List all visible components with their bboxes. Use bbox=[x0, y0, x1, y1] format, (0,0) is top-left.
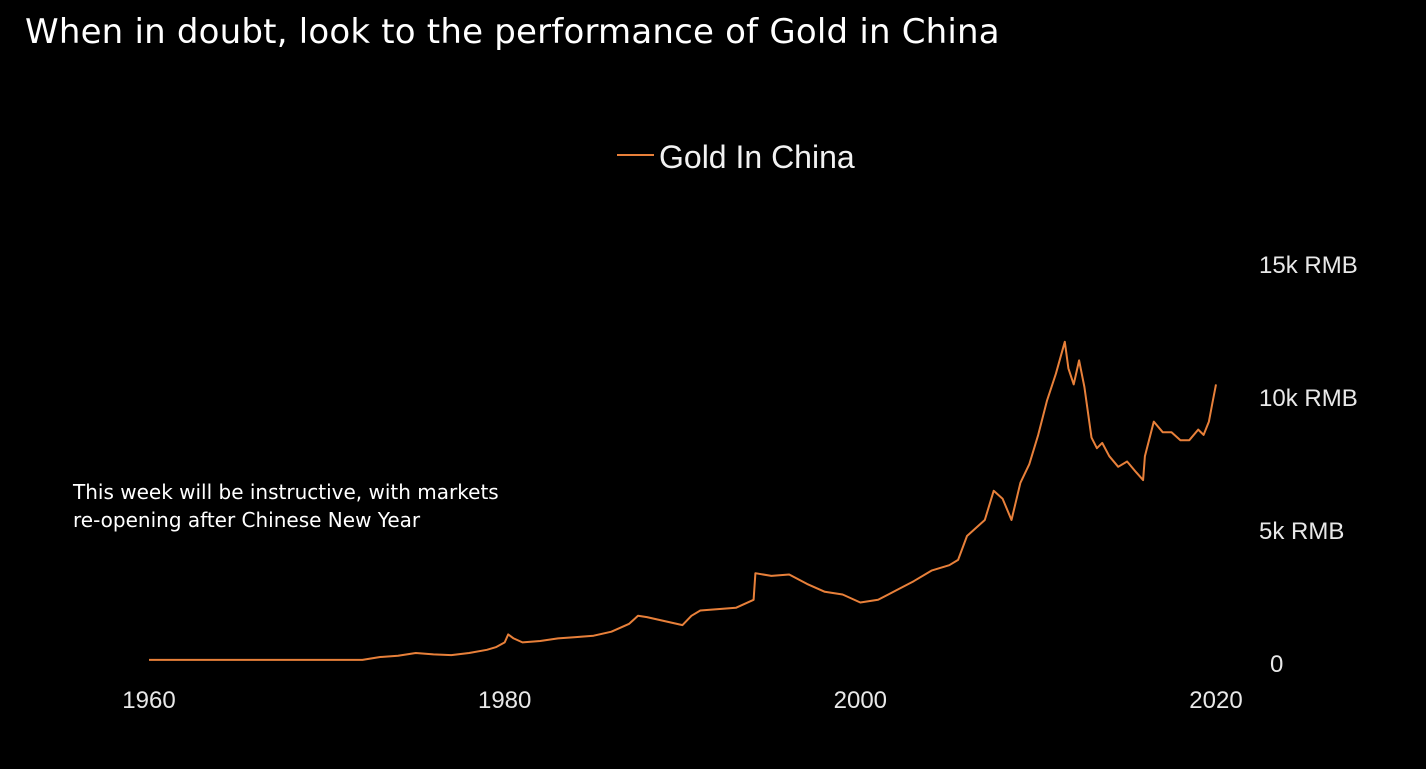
y-tick-label-0: 0 bbox=[1270, 651, 1283, 678]
series-group bbox=[149, 340, 1217, 661]
page-title: When in doubt, look to the performance o… bbox=[25, 12, 1000, 52]
y-tick-label-5k-rmb: 5k RMB bbox=[1259, 518, 1344, 545]
x-tick-label-2000: 2000 bbox=[834, 687, 887, 714]
legend-label-gold-in-china: Gold In China bbox=[659, 139, 855, 175]
y-axis-ticks: 0 5k RMB 10k RMB 15k RMB bbox=[1259, 252, 1358, 678]
x-axis-ticks: 1960 1980 2000 2020 bbox=[122, 687, 1242, 714]
legend: Gold In China bbox=[617, 139, 855, 175]
x-tick-label-1980: 1980 bbox=[478, 687, 531, 714]
annotation-line-2: re-opening after Chinese New Year bbox=[73, 508, 421, 532]
y-tick-label-10k-rmb: 10k RMB bbox=[1259, 385, 1358, 412]
x-tick-label-1960: 1960 bbox=[122, 687, 175, 714]
annotation-line-1: This week will be instructive, with mark… bbox=[73, 480, 499, 504]
series-line-gold-in-china bbox=[149, 340, 1217, 661]
x-tick-label-2020: 2020 bbox=[1189, 687, 1242, 714]
chart-annotation: This week will be instructive, with mark… bbox=[73, 478, 499, 534]
y-tick-label-15k-rmb: 15k RMB bbox=[1259, 252, 1358, 279]
